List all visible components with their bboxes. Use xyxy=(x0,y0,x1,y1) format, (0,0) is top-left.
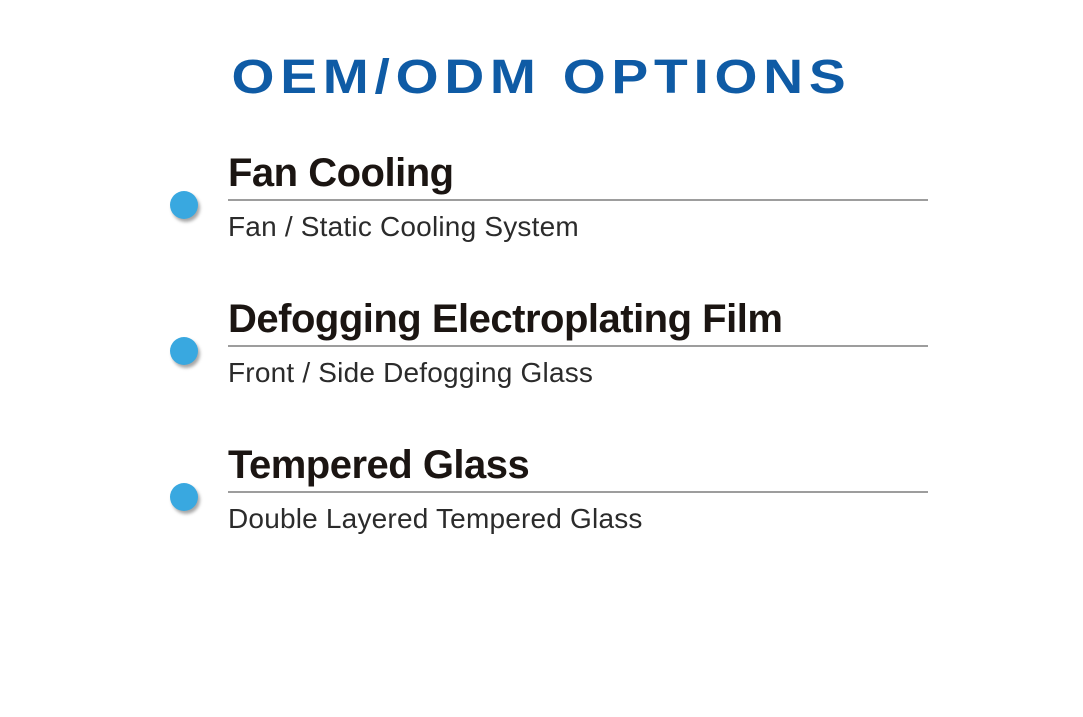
option-heading: Tempered Glass xyxy=(228,445,1083,485)
option-subtitle: Fan / Static Cooling System xyxy=(228,211,1083,243)
option-item-3: Tempered Glass Double Layered Tempered G… xyxy=(170,445,1083,535)
page-container: OEM/ODM OPTIONS Fan Cooling Fan / Static… xyxy=(0,0,1083,717)
page-title: OEM/ODM OPTIONS xyxy=(0,50,1083,105)
option-heading: Fan Cooling xyxy=(228,153,1083,193)
option-subtitle: Double Layered Tempered Glass xyxy=(228,503,1083,535)
bullet-icon xyxy=(170,191,198,219)
option-heading: Defogging Electroplating Film xyxy=(228,299,1083,339)
option-subtitle: Front / Side Defogging Glass xyxy=(228,357,1083,389)
options-list: Fan Cooling Fan / Static Cooling System … xyxy=(170,153,1083,535)
divider-line xyxy=(228,491,928,493)
divider-line xyxy=(228,199,928,201)
bullet-icon xyxy=(170,337,198,365)
option-item-1: Fan Cooling Fan / Static Cooling System xyxy=(170,153,1083,243)
bullet-icon xyxy=(170,483,198,511)
option-item-2: Defogging Electroplating Film Front / Si… xyxy=(170,299,1083,389)
divider-line xyxy=(228,345,928,347)
